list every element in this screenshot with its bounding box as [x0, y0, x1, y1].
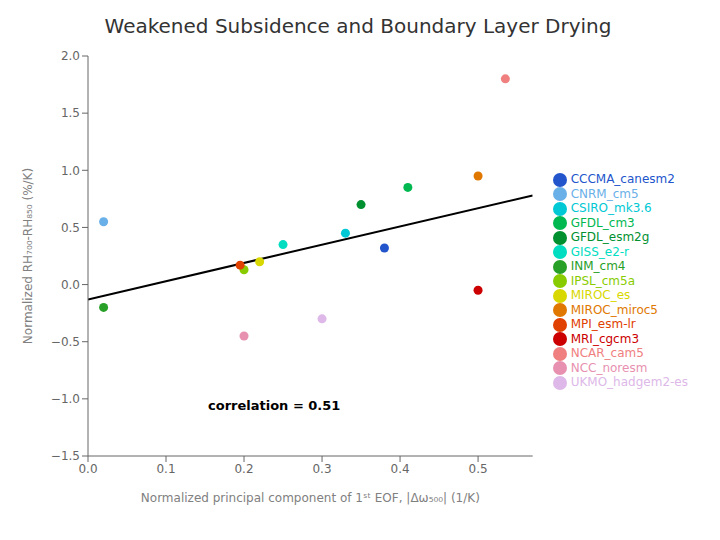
svg-text:0.1: 0.1 [156, 462, 175, 476]
svg-text:Normalized principal component: Normalized principal component of 1ˢᵗ EO… [141, 491, 480, 505]
html-text:INM_cm4: INM_cm4 [570, 259, 626, 274]
html-text:CCCMA_canesm2: CCCMA_canesm2 [570, 172, 675, 187]
html-text:CNRM_cm5: CNRM_cm5 [570, 186, 639, 201]
html-text:MIROC_es: MIROC_es [570, 288, 631, 303]
svg-text:−1.0: −1.0 [51, 392, 80, 406]
svg-text:0.5: 0.5 [469, 462, 488, 476]
svg-text:0.3: 0.3 [312, 462, 331, 476]
html-text:GFDL_esm2g: GFDL_esm2g [570, 230, 650, 245]
svg-text:0.2: 0.2 [234, 462, 253, 476]
svg-text:0.4: 0.4 [391, 462, 410, 476]
svg-text:2.0: 2.0 [61, 49, 80, 63]
html-text:MPI_esm-lr: MPI_esm-lr [570, 317, 636, 332]
html-text:MRI_cgcm3: MRI_cgcm3 [570, 331, 639, 346]
html-text:Weakened Subsidence and Bounda: Weakened Subsidence and Boundary Layer D… [104, 14, 612, 38]
html-text:GISS_e2-r: GISS_e2-r [570, 244, 629, 259]
html-text:NCAR_cam5: NCAR_cam5 [570, 346, 644, 361]
svg-text:1.0: 1.0 [61, 164, 80, 178]
html-text:CSIRO_mk3.6: CSIRO_mk3.6 [570, 201, 652, 216]
html-text:UKMO_hadgem2-es: UKMO_hadgem2-es [570, 375, 688, 390]
html-text:NCC_noresm: NCC_noresm [570, 360, 648, 375]
html-text:correlation = 0.51: correlation = 0.51 [208, 398, 341, 413]
svg-text:Normalized RH₇₀₀-RH₈₅₀ (%/K): Normalized RH₇₀₀-RH₈₅₀ (%/K) [21, 168, 35, 344]
svg-text:0.5: 0.5 [61, 221, 80, 235]
html-text:IPSL_cm5a: IPSL_cm5a [570, 273, 635, 288]
svg-text:1.5: 1.5 [61, 106, 80, 120]
svg-text:0.0: 0.0 [78, 462, 97, 476]
html-text:MIROC_miroc5: MIROC_miroc5 [570, 302, 658, 317]
html-text:GFDL_cm3: GFDL_cm3 [570, 215, 635, 230]
svg-text:−0.5: −0.5 [51, 335, 80, 349]
svg-text:0.0: 0.0 [61, 278, 80, 292]
svg-text:−1.5: −1.5 [51, 449, 80, 463]
